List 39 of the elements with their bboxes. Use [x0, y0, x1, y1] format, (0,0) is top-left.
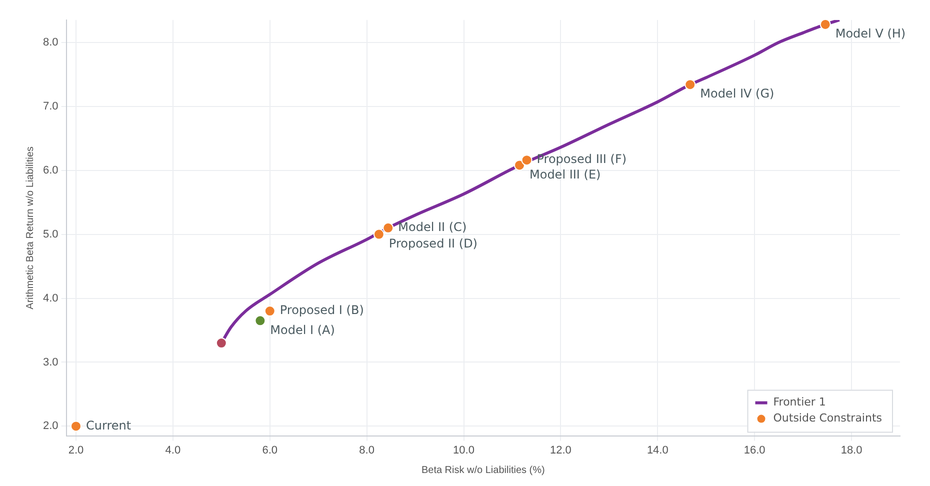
x-tick-label: 2.0 [68, 444, 84, 456]
y-tick-label: 2.0 [42, 420, 58, 432]
y-tick-label: 8.0 [42, 36, 58, 48]
annotation: Model I (A) [270, 322, 335, 337]
x-tick-label: 16.0 [744, 444, 766, 456]
annotation: Proposed I (B) [280, 303, 364, 318]
x-tick-label: 14.0 [646, 444, 668, 456]
y-tick-label: 6.0 [42, 164, 58, 176]
y-tick-label: 5.0 [42, 228, 58, 240]
point [521, 154, 532, 166]
x-tick-label: 6.0 [262, 444, 278, 456]
point [684, 79, 696, 90]
x-axis-title: Beta Risk w/o Liabilities (%) [421, 464, 545, 476]
y-axis-title: Arithmetic Beta Return w/o Liabilities [24, 146, 36, 310]
point [514, 160, 525, 171]
point [382, 222, 394, 234]
annotation: Model III (E) [530, 167, 601, 182]
legend-label: Outside Constraints [773, 412, 882, 425]
x-tick-label: 4.0 [165, 444, 181, 456]
y-tick-label: 3.0 [42, 356, 58, 368]
annotation: Proposed II (D) [388, 236, 478, 250]
y-tick-label: 4.0 [42, 292, 58, 304]
point [70, 420, 82, 432]
x-tick-label: 12.0 [550, 444, 572, 456]
annotation: Current [86, 418, 132, 432]
x-tick-label: 18.0 [840, 444, 862, 456]
annotation: Proposed III (F) [536, 152, 627, 166]
x-tick-label: 8.0 [359, 444, 374, 456]
point [216, 338, 227, 349]
annotation: Model V (H) [835, 26, 906, 41]
point [254, 315, 266, 326]
y-tick-label: 7.0 [42, 100, 58, 112]
point [373, 228, 384, 240]
legend-label: Frontier 1 [773, 396, 826, 409]
point [820, 20, 831, 30]
annotation: Model II (C) [398, 220, 467, 234]
point [264, 306, 276, 317]
annotation: Model IV (G) [700, 86, 774, 101]
x-tick-label: 10.0 [453, 444, 474, 456]
